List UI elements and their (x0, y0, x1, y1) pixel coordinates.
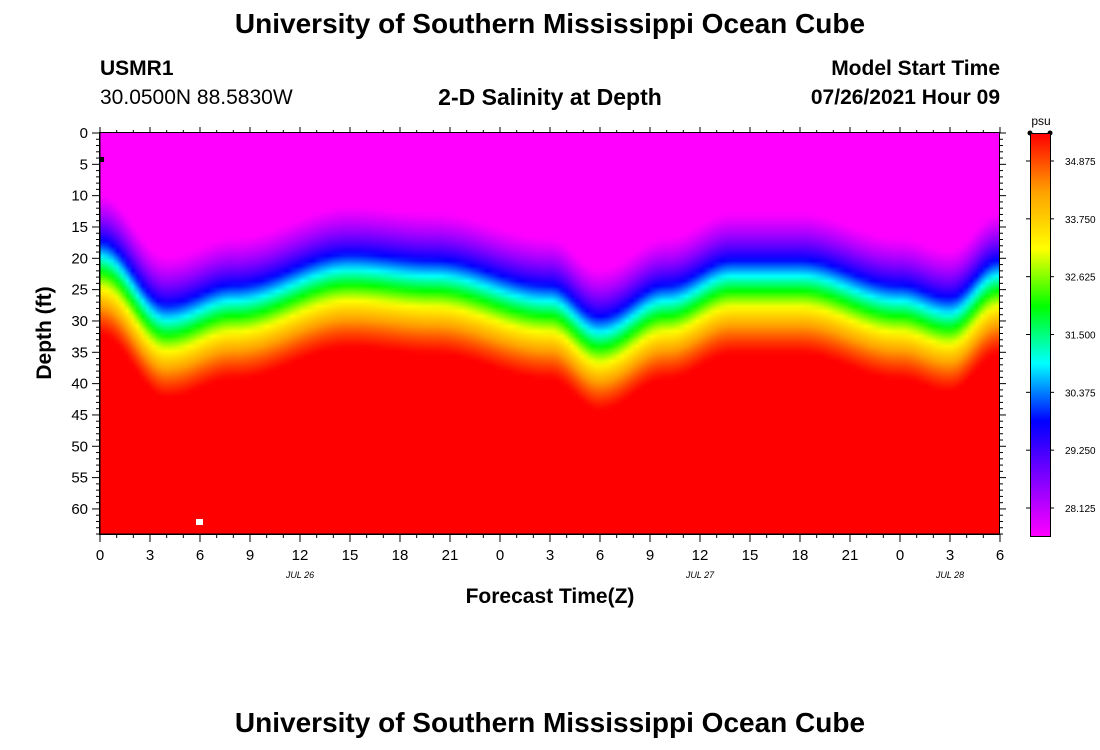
x-tick-label: 0 (896, 547, 904, 564)
colorbar-tick-label: 34.875 (1065, 157, 1096, 168)
date-label: JUL 28 (935, 570, 964, 580)
y-tick-label: 45 (71, 407, 88, 424)
data-marker-white (196, 519, 203, 525)
x-tick-label: 18 (392, 547, 409, 564)
station-id: USMR1 (100, 57, 174, 80)
x-tick-label: 6 (596, 547, 604, 564)
x-axis-label: Forecast Time(Z) (465, 585, 635, 608)
x-tick-label: 9 (646, 547, 654, 564)
y-tick-label: 40 (71, 376, 88, 393)
y-tick-label: 15 (71, 219, 88, 236)
x-tick-label: 9 (246, 547, 254, 564)
colorbar-tick-label: 30.375 (1065, 388, 1096, 399)
date-label: JUL 27 (685, 570, 715, 580)
x-tick-label: 0 (96, 547, 104, 564)
y-tick-label: 10 (71, 188, 88, 205)
x-tick-label: 18 (792, 547, 809, 564)
y-tick-label: 55 (71, 470, 88, 487)
y-tick-label: 60 (71, 501, 88, 518)
x-tick-label: 21 (842, 547, 859, 564)
colorbar (1030, 133, 1051, 537)
colorbar-tick-label: 29.250 (1065, 446, 1096, 457)
y-tick-label: 50 (71, 438, 88, 455)
y-tick-label: 25 (71, 282, 88, 299)
model-start-label: Model Start Time (831, 57, 1000, 80)
x-tick-label: 12 (692, 547, 709, 564)
y-tick-label: 0 (80, 125, 88, 142)
salinity-heatmap (99, 132, 1000, 535)
chart-subtitle: 2-D Salinity at Depth (438, 84, 662, 110)
x-tick-label: 3 (146, 547, 154, 564)
colorbar-tick-label: 33.750 (1065, 215, 1096, 226)
model-start-value: 07/26/2021 Hour 09 (810, 86, 1000, 109)
x-tick-label: 6 (996, 547, 1004, 564)
x-tick-label: 15 (742, 547, 759, 564)
y-tick-label: 5 (80, 156, 88, 173)
y-tick-label: 30 (71, 313, 88, 330)
x-tick-label: 12 (292, 547, 309, 564)
colorbar-tick-label: 31.500 (1065, 331, 1096, 342)
x-tick-label: 0 (496, 547, 504, 564)
date-label: JUL 26 (285, 570, 314, 580)
x-tick-label: 21 (442, 547, 459, 564)
x-tick-label: 3 (946, 547, 954, 564)
colorbar-tick-label: 28.125 (1065, 504, 1096, 515)
colorbar-units: psu (1031, 114, 1051, 128)
x-tick-label: 3 (546, 547, 554, 564)
y-tick-label: 20 (71, 250, 88, 267)
y-axis-label: Depth (ft) (33, 286, 56, 380)
colorbar-tick-label: 32.625 (1065, 273, 1096, 284)
heatmap-cells (100, 133, 999, 534)
footer-title: University of Southern Mississippi Ocean… (234, 707, 866, 738)
y-tick-label: 35 (71, 344, 88, 361)
page-title: University of Southern Mississippi Ocean… (234, 8, 866, 39)
data-marker-black (99, 157, 104, 162)
x-tick-label: 6 (196, 547, 204, 564)
x-tick-label: 15 (342, 547, 359, 564)
station-coordinates: 30.0500N 88.5830W (100, 86, 293, 109)
